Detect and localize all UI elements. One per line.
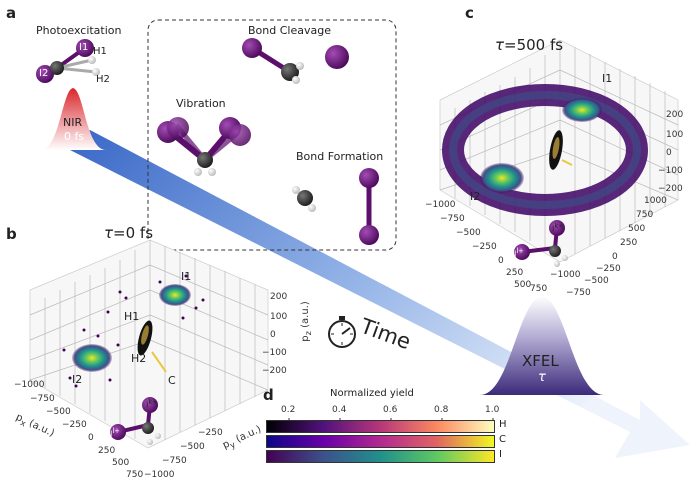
molecule-bond-cleavage bbox=[242, 38, 349, 84]
panel-c-x-tick-3: −250 bbox=[472, 242, 497, 252]
panel-b-x-tick-3: −250 bbox=[62, 420, 87, 430]
panel-b-z-tick-3: −100 bbox=[262, 348, 287, 358]
bond-cleavage-label: Bond Cleavage bbox=[248, 24, 331, 37]
panel-b-x-tick-5: 250 bbox=[98, 446, 116, 456]
panel-b-y-tick-2: −750 bbox=[162, 456, 187, 466]
panel-b-y-tick-3: −1000 bbox=[144, 470, 175, 480]
colorbar-label-c: C bbox=[499, 434, 506, 445]
panel-b-z-tick-1: 100 bbox=[270, 312, 288, 322]
nir-pulse bbox=[40, 88, 106, 150]
panel-c-z-tick-1: 100 bbox=[666, 130, 684, 140]
panel-c-y-tick-6: −500 bbox=[584, 276, 609, 286]
panel-c-x-tick-6: 500 bbox=[514, 280, 532, 290]
panel-b-y-tick-0: −250 bbox=[198, 428, 223, 438]
panel-b-x-tick-1: −750 bbox=[30, 394, 55, 404]
panel-b-z-tick-0: 200 bbox=[270, 292, 288, 302]
atom-h1-label: H1 bbox=[93, 46, 107, 57]
atom-i2-label: I2 bbox=[39, 68, 49, 79]
panel-b-ion-i-left: Il+ bbox=[110, 427, 120, 439]
panel-c-ion-i-top: Ik+ bbox=[552, 222, 564, 234]
panel-c-ion-distributions bbox=[442, 84, 648, 216]
panel-d-label: d bbox=[263, 386, 274, 404]
stopwatch-icon bbox=[328, 316, 356, 348]
panel-c-ion-molecule bbox=[514, 220, 568, 267]
panel-b-x-tick-7: 750 bbox=[126, 470, 144, 480]
panel-b-h2: H2 bbox=[131, 352, 147, 365]
panel-c-y-tick-1: 750 bbox=[636, 210, 654, 220]
nir-delay: 0 fs bbox=[64, 130, 85, 143]
atom-h2-label: H2 bbox=[96, 74, 110, 85]
panel-b-h1: H1 bbox=[124, 310, 140, 323]
colorbar-tick-2: 0.6 bbox=[383, 405, 398, 415]
colorbar-tick-1: 0.4 bbox=[332, 405, 347, 415]
panel-b-x-tick-6: 500 bbox=[112, 458, 130, 468]
xfel-pulse bbox=[480, 296, 604, 395]
panel-b-ion-molecule bbox=[110, 397, 161, 445]
xfel-tau: τ bbox=[538, 370, 546, 385]
molecule-photoexcitation bbox=[36, 39, 100, 83]
panel-b-x-tick-2: −500 bbox=[46, 407, 71, 417]
photoexcitation-label: Photoexcitation bbox=[36, 24, 122, 37]
panel-c-x-tick-7: 750 bbox=[530, 284, 548, 294]
panel-b-ion-i-top: Ik+ bbox=[146, 398, 158, 410]
panel-b-tau: τ=0 fs bbox=[104, 224, 154, 242]
panel-c-z-tick-0: 200 bbox=[666, 110, 684, 120]
panel-a-dashed-box bbox=[147, 19, 397, 251]
panel-c-y-tick-2: 500 bbox=[628, 224, 646, 234]
panel-b-label: b bbox=[6, 225, 17, 243]
panel-c-x-tick-4: 0 bbox=[498, 256, 504, 266]
panel-c-z-tick-2: 0 bbox=[666, 148, 672, 158]
panel-b-x-tick-4: 0 bbox=[88, 433, 94, 443]
panel-b-i2: I2 bbox=[72, 373, 83, 386]
panel-b-z-tick-2: 0 bbox=[270, 330, 276, 340]
panel-c-i2: I2 bbox=[470, 190, 481, 203]
panel-c-ion-i-left: Il+ bbox=[514, 247, 524, 259]
panel-c-x-tick-0: −1000 bbox=[425, 200, 456, 210]
panel-b-i1: I1 bbox=[181, 270, 192, 283]
colorbar-label-h: H bbox=[499, 419, 507, 430]
panel-b-z-tick-4: −200 bbox=[262, 366, 287, 376]
panel-b-ion-distributions bbox=[62, 274, 205, 388]
panel-c-label: c bbox=[465, 4, 474, 22]
colorbar-i bbox=[266, 450, 495, 463]
colorbar-tick-4: 1.0 bbox=[485, 405, 500, 415]
panel-c-x-tick-1: −750 bbox=[440, 214, 465, 224]
bond-formation-label: Bond Formation bbox=[296, 150, 384, 163]
xfel-label: XFEL bbox=[522, 352, 559, 370]
colorbar-label-i: I bbox=[499, 449, 502, 460]
atom-i1-label: I1 bbox=[79, 42, 89, 53]
colorbar-c bbox=[266, 435, 495, 448]
panel-c-x-tick-2: −500 bbox=[456, 228, 481, 238]
panel-c-y-tick-0: 1000 bbox=[644, 196, 667, 206]
colorbar-tick-0: 0.2 bbox=[281, 405, 296, 415]
molecule-vibration bbox=[157, 117, 251, 176]
panel-b-y-tick-1: −500 bbox=[180, 442, 205, 452]
panel-c-x-tick-5: 250 bbox=[506, 268, 524, 278]
panel-c-y-tick-8: −1000 bbox=[550, 270, 581, 280]
panel-a-label: a bbox=[6, 4, 17, 22]
nir-label: NIR bbox=[63, 116, 83, 129]
panel-b-pz-label: pz (a.u.) bbox=[299, 301, 313, 342]
panel-c-tau: τ=500 fs bbox=[495, 36, 564, 54]
molecule-bond-formation bbox=[292, 168, 379, 245]
panel-c-i1: I1 bbox=[602, 72, 613, 85]
colorbar-h bbox=[266, 420, 495, 433]
panel-b-c: C bbox=[168, 374, 176, 387]
colorbar-title: Normalized yield bbox=[330, 388, 414, 399]
panel-c-z-tick-3: −100 bbox=[658, 166, 683, 176]
panel-c-z-tick-4: −200 bbox=[658, 184, 683, 194]
colorbar-tick-3: 0.8 bbox=[434, 405, 449, 415]
panel-c-y-tick-3: 250 bbox=[620, 238, 638, 248]
panel-c-y-tick-7: −750 bbox=[566, 288, 591, 298]
panel-c-y-tick-4: 0 bbox=[612, 252, 618, 262]
vibration-label: Vibration bbox=[176, 97, 226, 110]
panel-c-y-tick-5: −250 bbox=[596, 264, 621, 274]
panel-b-x-tick-0: −1000 bbox=[14, 380, 45, 390]
